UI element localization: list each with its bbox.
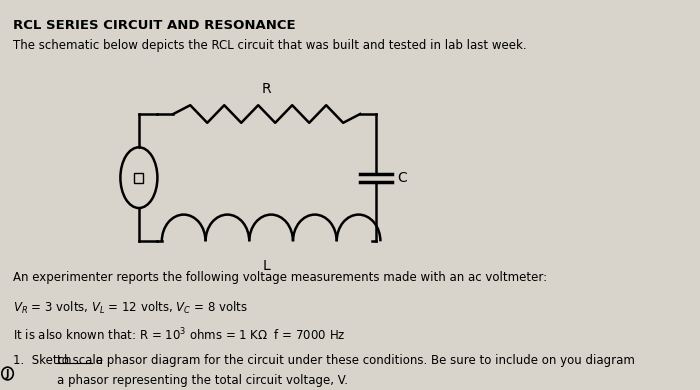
- Text: a phasor representing the total circuit voltage, V.: a phasor representing the total circuit …: [57, 374, 349, 386]
- Text: $V_R$ = 3 volts, $V_L$ = 12 volts, $V_C$ = 8 volts: $V_R$ = 3 volts, $V_L$ = 12 volts, $V_C$…: [13, 300, 248, 316]
- Text: to scale: to scale: [57, 354, 104, 367]
- Text: The schematic below depicts the RCL circuit that was built and tested in lab las: The schematic below depicts the RCL circ…: [13, 39, 526, 51]
- Text: 1.  Sketch: 1. Sketch: [13, 354, 75, 367]
- Text: a phasor diagram for the circuit under these conditions. Be sure to include on y: a phasor diagram for the circuit under t…: [92, 354, 635, 367]
- Text: R: R: [262, 82, 272, 96]
- Bar: [134, 173, 144, 183]
- Text: An experimenter reports the following voltage measurements made with an ac voltm: An experimenter reports the following vo…: [13, 271, 547, 284]
- Text: RCL SERIES CIRCUIT AND RESONANCE: RCL SERIES CIRCUIT AND RESONANCE: [13, 19, 295, 32]
- Text: C: C: [397, 171, 407, 184]
- Text: L: L: [262, 259, 271, 273]
- Text: J: J: [6, 369, 9, 379]
- Text: It is also known that: R = 10$^3$ ohms = 1 K$\Omega$  f = 7000 Hz: It is also known that: R = 10$^3$ ohms =…: [13, 326, 345, 343]
